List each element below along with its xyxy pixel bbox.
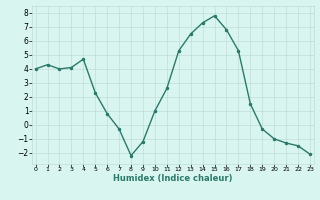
X-axis label: Humidex (Indice chaleur): Humidex (Indice chaleur) bbox=[113, 174, 233, 183]
